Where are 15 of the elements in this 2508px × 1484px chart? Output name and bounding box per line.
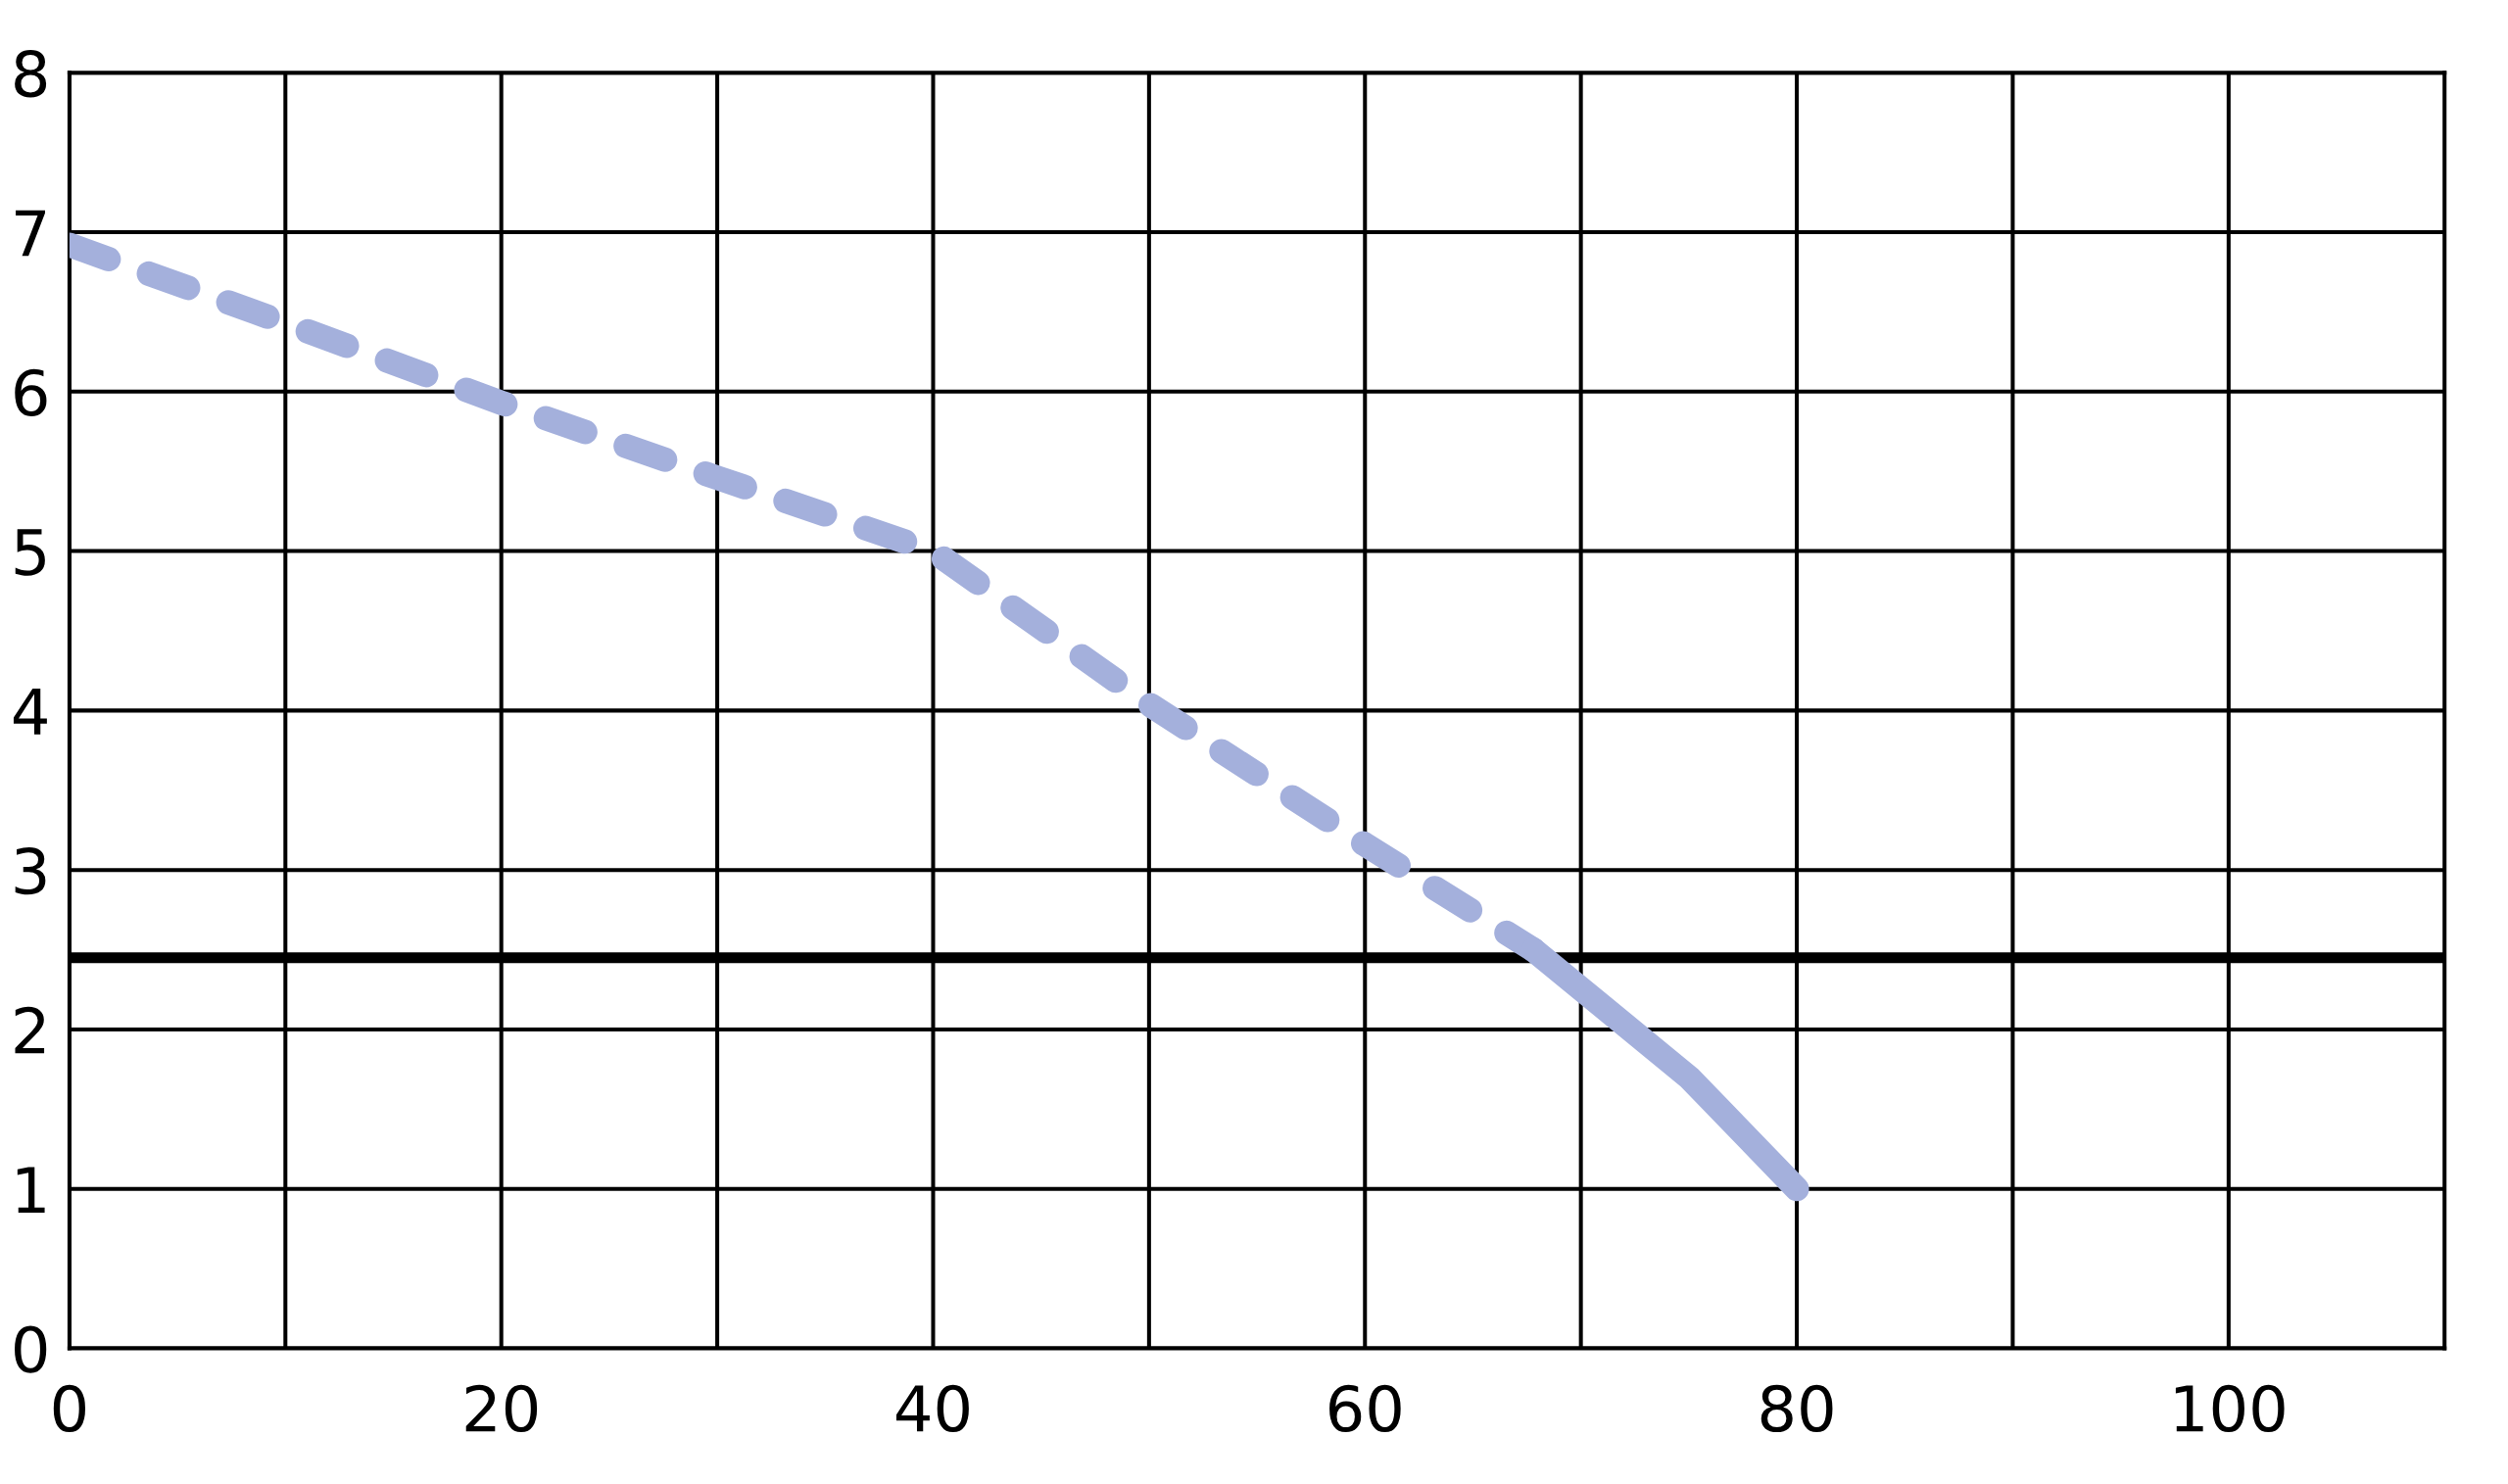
y-tick-label: 8: [15, 50, 47, 98]
y-tick-label: 6: [15, 368, 47, 416]
x-tick-label: 40: [895, 1384, 969, 1433]
x-tick-label: 60: [1329, 1384, 1401, 1433]
y-tick-label: 7: [16, 210, 46, 257]
y-tick-label: 5: [15, 529, 45, 576]
y-tick-label: 1: [17, 1167, 45, 1214]
x-tick-label: 0: [53, 1384, 85, 1433]
x-tick-label: 20: [465, 1384, 538, 1433]
y-tick-label: 4: [13, 689, 47, 735]
y-tick-label: 3: [15, 847, 46, 895]
y-tick-label: 2: [15, 1006, 45, 1054]
y-tick-label: 0: [15, 1325, 47, 1373]
x-tick-label: 100: [2175, 1384, 2285, 1433]
x-tick-label: 80: [1760, 1384, 1833, 1433]
